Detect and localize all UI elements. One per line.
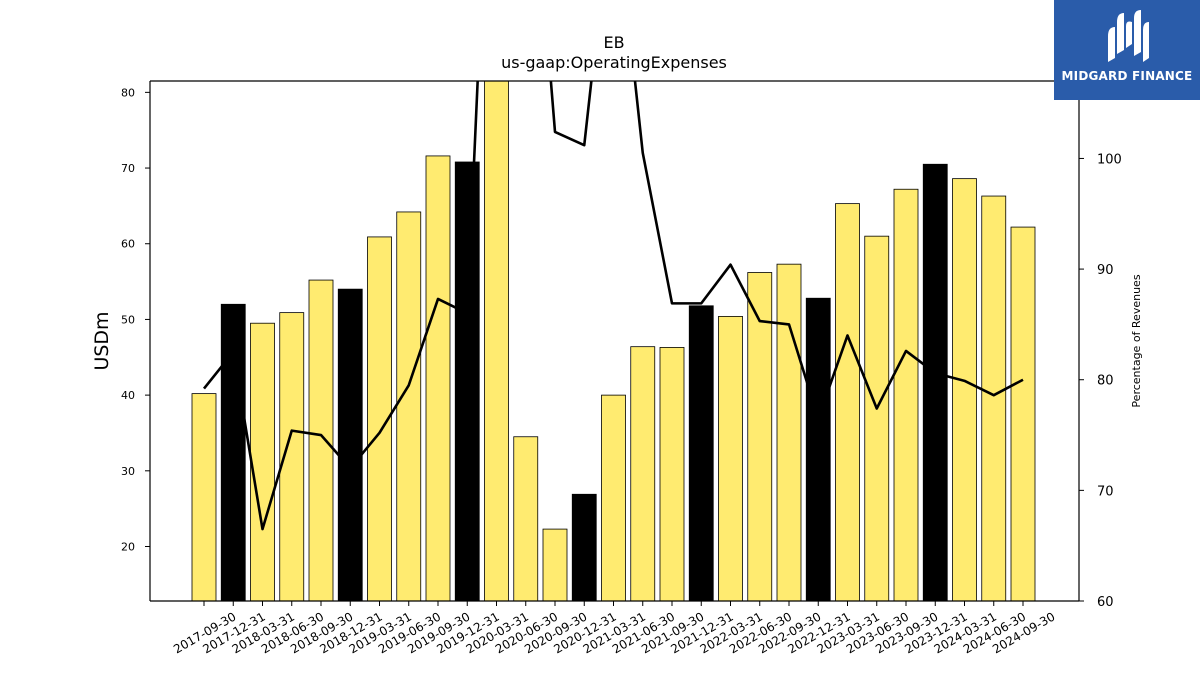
bar-2017-12-31 <box>220 303 246 601</box>
y-tick-label: 30 <box>121 465 135 478</box>
bar-2018-09-30 <box>308 279 334 601</box>
y-tick-label: 40 <box>121 389 135 402</box>
percentage-line <box>202 81 1024 531</box>
bar-2023-12-31 <box>922 163 948 601</box>
bar-2024-09-30 <box>1010 226 1036 601</box>
y-tick-label: 70 <box>121 162 135 175</box>
bar-2019-06-30 <box>396 211 422 601</box>
x-axis-ticks: 2017-09-302017-12-312018-03-312018-06-30… <box>171 601 1058 656</box>
y-tick-label: 80 <box>121 86 135 99</box>
line-series <box>202 81 1024 531</box>
y2-tick-label: 80 <box>1097 374 1114 389</box>
bar-2020-06-30 <box>513 436 539 601</box>
bar-2022-12-31 <box>805 297 831 601</box>
logo-text: MIDGARD FINANCE <box>1061 69 1193 83</box>
bar-2019-09-30 <box>425 155 451 601</box>
left-axis-ticks: 20 30 40 50 60 70 80 <box>121 86 150 554</box>
y2-axis-label: Percentage of Revenues <box>1130 274 1143 407</box>
bar-2024-03-31 <box>952 178 977 601</box>
bar-2021-03-31 <box>601 394 626 601</box>
bar-series <box>191 81 1036 601</box>
bar-2023-09-30 <box>893 188 919 601</box>
bar-2021-06-30 <box>630 346 656 601</box>
bar-2022-06-30 <box>747 272 773 601</box>
y2-tick-label: 70 <box>1097 484 1114 499</box>
chart-subtitle: us-gaap:OperatingExpenses <box>501 53 727 72</box>
y-tick-label: 60 <box>121 238 135 251</box>
y-tick-label: 50 <box>121 313 135 326</box>
bar-2021-09-30 <box>659 347 685 601</box>
bar-2022-03-31 <box>718 315 743 601</box>
bar-2019-12-31 <box>454 161 480 601</box>
bar-2020-12-31 <box>571 493 597 601</box>
midgard-logo-icon <box>1108 10 1149 62</box>
y2-tick-label: 100 <box>1097 152 1122 167</box>
bar-2018-03-31 <box>250 322 275 601</box>
bar-2017-09-30 <box>191 393 217 601</box>
y2-tick-label: 90 <box>1097 263 1114 278</box>
bar-2024-06-30 <box>981 195 1007 601</box>
bar-2018-12-31 <box>337 288 363 601</box>
bar-2020-09-30 <box>542 528 568 601</box>
logo: MIDGARD FINANCE <box>1054 0 1200 100</box>
right-axis-ticks: 60 70 80 90 100 <box>1079 152 1122 610</box>
bar-2023-03-31 <box>835 203 860 601</box>
y2-tick-label: 60 <box>1097 595 1114 610</box>
bar-2020-03-31 <box>484 81 509 601</box>
bar-2023-06-30 <box>864 235 890 601</box>
chart-title: EB <box>603 33 624 52</box>
bar-2021-12-31 <box>688 305 714 601</box>
bar-2022-09-30 <box>776 263 802 601</box>
y-tick-label: 20 <box>121 541 135 554</box>
y-axis-label: USDm <box>91 311 113 370</box>
